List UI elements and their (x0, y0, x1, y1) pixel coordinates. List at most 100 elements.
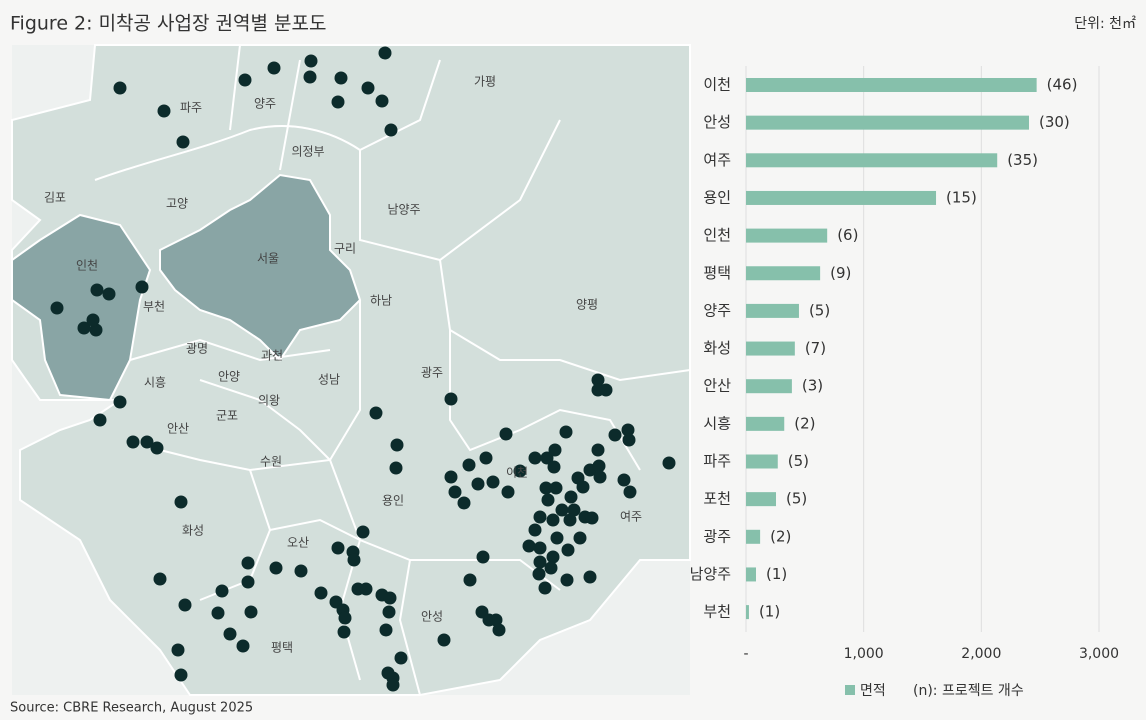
bar (746, 416, 785, 431)
project-dot (241, 575, 255, 589)
count-label: (30) (1039, 113, 1070, 131)
project-dot (241, 556, 255, 570)
region-label: 오산 (287, 536, 309, 550)
project-dot (462, 458, 476, 472)
bar (746, 567, 757, 582)
project-dot (361, 81, 375, 95)
region-label: 의왕 (258, 394, 280, 408)
map-incheon (11, 213, 152, 402)
project-dot (386, 678, 400, 692)
project-dot (444, 392, 458, 406)
project-dot (555, 503, 569, 517)
category-label: 포천 (703, 490, 731, 508)
project-dot (337, 625, 351, 639)
project-dot (599, 383, 613, 397)
project-dot (244, 605, 258, 619)
project-dot (533, 510, 547, 524)
source: Source: CBRE Research, August 2025 (10, 701, 253, 716)
project-dot (334, 71, 348, 85)
project-dot (564, 490, 578, 504)
region-label: 이천 (506, 465, 528, 480)
bar (746, 153, 998, 168)
project-dot (563, 513, 577, 527)
project-dot (174, 668, 188, 682)
project-dot (383, 591, 397, 605)
project-dot (532, 567, 546, 581)
project-dot (528, 451, 542, 465)
region-label: 군포 (216, 409, 238, 423)
project-dot (77, 321, 91, 335)
legend-swatch (845, 685, 855, 695)
category-label: 광주 (703, 527, 731, 545)
bar (746, 78, 1037, 92)
x-tick-label: - (743, 646, 748, 662)
region-label: 여주 (620, 510, 642, 524)
category-label: 이천 (703, 76, 731, 94)
x-tick-label: 3,000 (1079, 646, 1119, 662)
project-dot (546, 513, 560, 527)
region-label: 남양주 (387, 203, 420, 217)
region-label: 용인 (382, 494, 404, 508)
project-dot (573, 531, 587, 545)
project-dot (591, 443, 605, 457)
project-dot (541, 493, 555, 507)
project-dot (437, 633, 451, 647)
project-dot (538, 581, 552, 595)
map-dots (50, 46, 676, 692)
project-dot (331, 541, 345, 555)
project-dot (294, 564, 308, 578)
bar (746, 454, 778, 469)
project-dot (140, 435, 154, 449)
project-dot (113, 395, 127, 409)
project-dot (608, 428, 622, 442)
project-dot (544, 561, 558, 575)
project-dot (539, 481, 553, 495)
project-dot (560, 573, 574, 587)
project-dot (617, 473, 631, 487)
x-tick-label: 2,000 (961, 646, 1001, 662)
region-label: 김포 (44, 191, 66, 205)
project-dot (479, 451, 493, 465)
project-dot (394, 651, 408, 665)
project-dot (50, 301, 64, 315)
project-dot (86, 313, 100, 327)
project-dot (102, 287, 116, 301)
project-dot (314, 586, 328, 600)
region-label: 시흥 (144, 376, 166, 390)
region-label: 양주 (254, 97, 276, 111)
count-label: (3) (802, 377, 823, 395)
bar (746, 190, 937, 205)
title: Figure 2: 미착공 사업장 권역별 분포도 (10, 13, 326, 35)
region-label: 구리 (334, 242, 356, 256)
count-label: (7) (805, 339, 826, 357)
bar (746, 379, 792, 394)
project-dot (331, 95, 345, 109)
project-dot (223, 627, 237, 641)
project-dot (513, 464, 527, 478)
project-dot (592, 459, 606, 473)
project-dot (211, 606, 225, 620)
project-dot (457, 496, 471, 510)
bar (746, 228, 828, 243)
category-label: 화성 (703, 339, 731, 357)
region-label: 과천 (261, 348, 283, 363)
project-dot (623, 485, 637, 499)
project-dot (176, 135, 190, 149)
category-label: 안산 (703, 377, 731, 395)
category-label: 남양주 (690, 565, 731, 583)
bar (746, 266, 821, 281)
count-label: (5) (809, 301, 830, 319)
bar (746, 529, 761, 544)
bar (746, 492, 777, 507)
region-label: 가평 (474, 75, 496, 89)
project-dot (382, 605, 396, 619)
project-dot (171, 643, 185, 657)
project-dot (389, 461, 403, 475)
region-label: 하남 (370, 294, 392, 308)
project-dot (356, 525, 370, 539)
count-label: (2) (794, 414, 815, 432)
project-dot (390, 438, 404, 452)
bar (746, 341, 795, 356)
region-label: 의정부 (291, 145, 324, 159)
project-dot (238, 73, 252, 87)
